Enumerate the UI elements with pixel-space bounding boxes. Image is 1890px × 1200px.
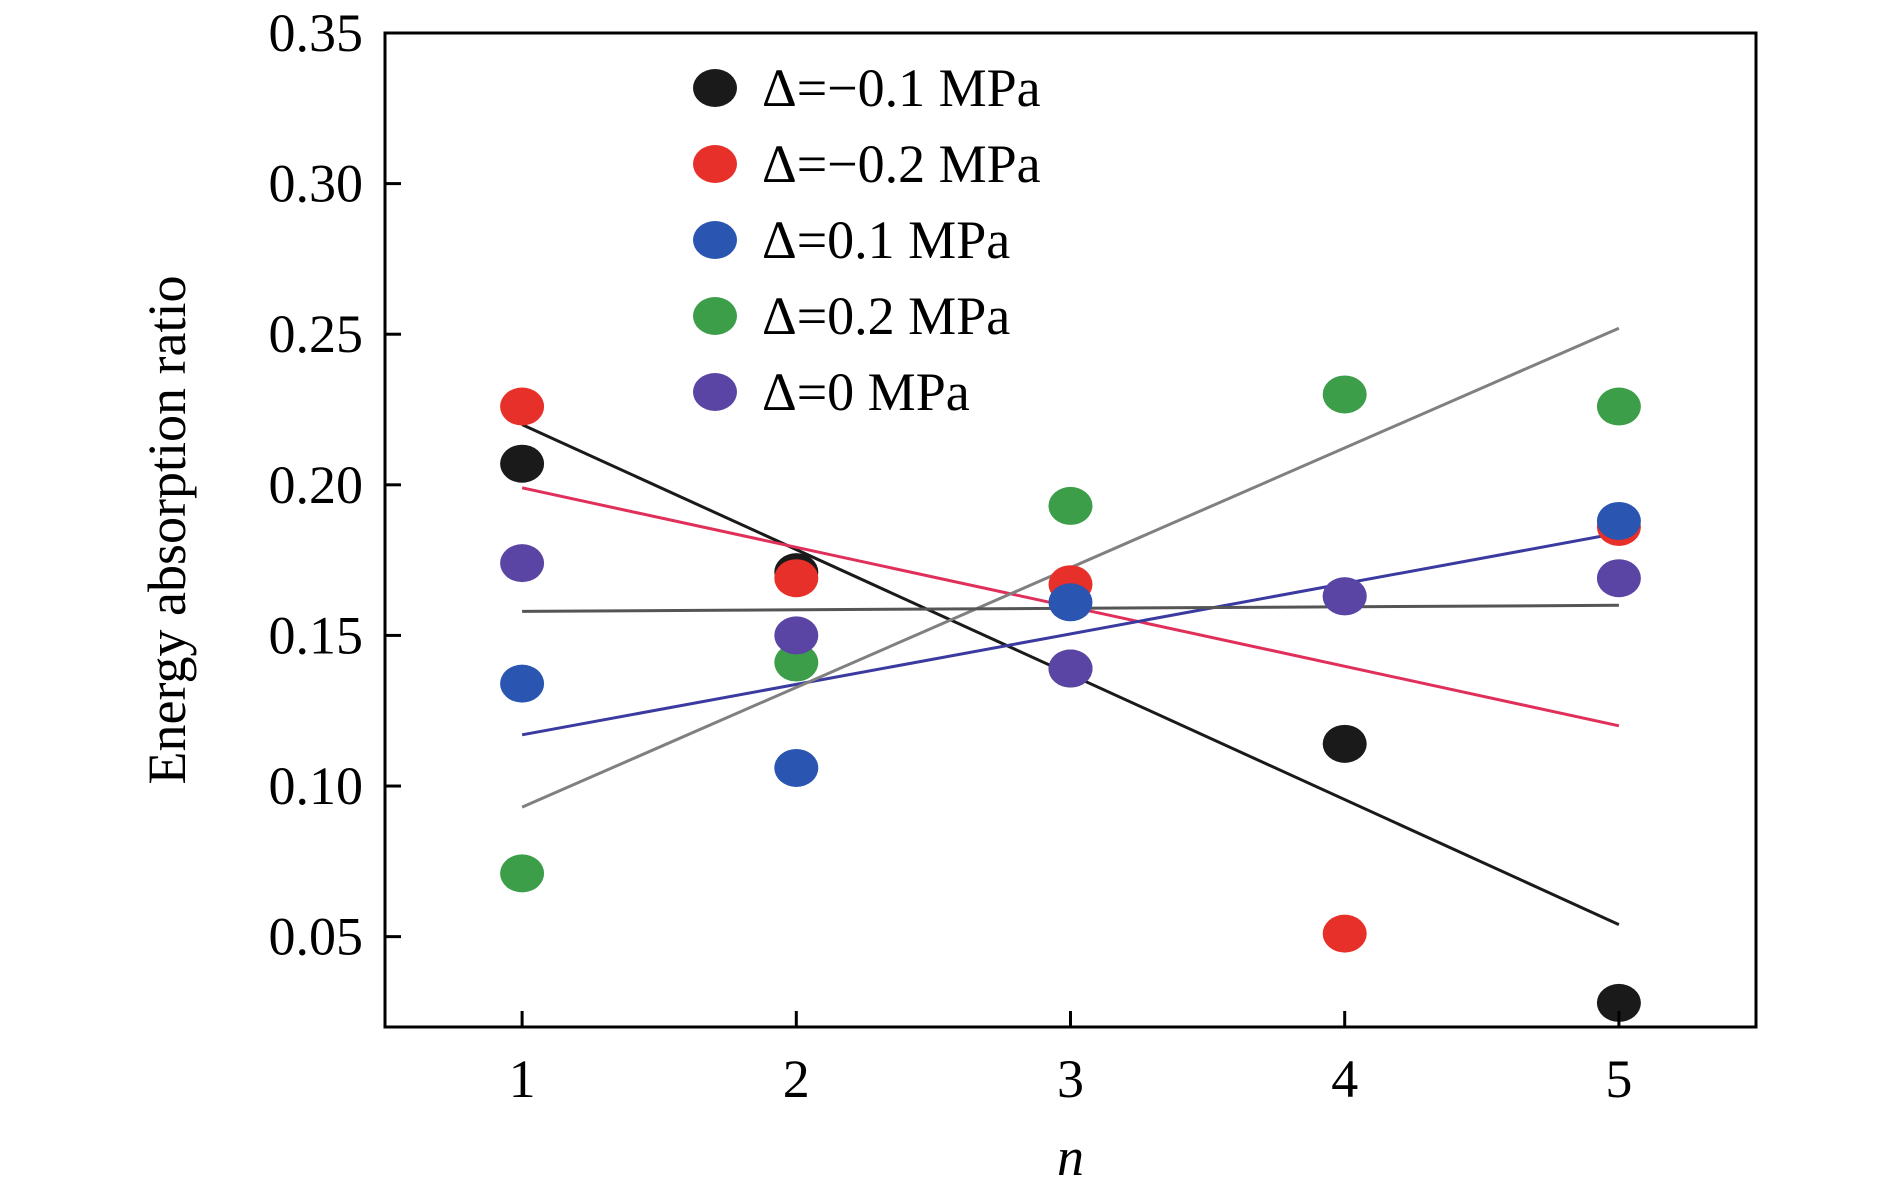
data-point bbox=[1322, 914, 1367, 953]
legend: Δ=−0.1 MPa Δ=−0.2 MPa Δ=0.1 MPa Δ=0.2 MPa Δ=… bbox=[693, 58, 1041, 422]
legend-label: Δ=0 MPa bbox=[762, 362, 970, 422]
legend-label: Δ=0.2 MPa bbox=[762, 286, 1010, 346]
legend-label: Δ=−0.1 MPa bbox=[762, 58, 1041, 118]
legend-marker bbox=[693, 69, 737, 107]
data-point bbox=[1048, 649, 1093, 688]
plot-frame bbox=[383, 31, 1758, 1029]
y-tick-label: 0.10 bbox=[269, 756, 364, 816]
y-tick-label: 0.15 bbox=[269, 605, 364, 665]
x-tick-label: 4 bbox=[1331, 1049, 1358, 1109]
data-point bbox=[1322, 577, 1367, 616]
data-points bbox=[500, 375, 1641, 1022]
data-point bbox=[500, 854, 545, 893]
data-point bbox=[500, 444, 545, 483]
data-point bbox=[1596, 983, 1641, 1022]
legend-marker bbox=[693, 145, 737, 183]
x-tick-label: 1 bbox=[509, 1049, 536, 1109]
legend-label: Δ=0.1 MPa bbox=[762, 210, 1010, 270]
x-axis-title: n bbox=[1057, 1127, 1084, 1187]
data-point bbox=[1596, 559, 1641, 598]
y-axis-ticks: 0.05 0.10 0.15 0.20 0.25 0.30 0.35 bbox=[269, 3, 401, 967]
data-point bbox=[1596, 501, 1641, 540]
x-tick-label: 3 bbox=[1057, 1049, 1084, 1109]
x-tick-label: 5 bbox=[1605, 1049, 1632, 1109]
data-point bbox=[1596, 387, 1641, 426]
data-point bbox=[774, 748, 819, 787]
legend-marker bbox=[693, 221, 737, 259]
y-tick-label: 0.35 bbox=[269, 3, 364, 63]
data-point bbox=[500, 544, 545, 583]
legend-marker bbox=[693, 373, 737, 411]
y-tick-label: 0.25 bbox=[269, 304, 364, 364]
data-point bbox=[1048, 583, 1093, 622]
fit-line bbox=[521, 531, 1620, 737]
data-point bbox=[1322, 724, 1367, 763]
x-axis-ticks: 1 2 3 4 5 bbox=[509, 1011, 1632, 1109]
data-point bbox=[500, 664, 545, 703]
data-point bbox=[500, 387, 545, 426]
x-tick-label: 2 bbox=[783, 1049, 810, 1109]
data-point bbox=[774, 643, 819, 682]
data-point bbox=[1322, 375, 1367, 414]
legend-label: Δ=−0.2 MPa bbox=[762, 134, 1041, 194]
data-point bbox=[774, 616, 819, 655]
data-point bbox=[774, 559, 819, 598]
data-point bbox=[1048, 486, 1093, 525]
y-tick-label: 0.20 bbox=[269, 455, 364, 515]
y-axis-title: Energy absorption ratio bbox=[137, 276, 197, 785]
y-tick-label: 0.30 bbox=[269, 154, 364, 214]
y-tick-label: 0.05 bbox=[269, 907, 364, 967]
legend-marker bbox=[693, 297, 737, 335]
